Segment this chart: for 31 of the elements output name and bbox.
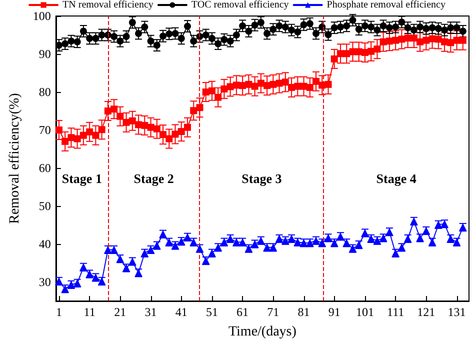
y-tick-label: 70 [38, 123, 51, 137]
annotation: Stage 2 [134, 170, 174, 186]
x-tick-label: 1 [56, 305, 62, 319]
x-tick-label: 91 [328, 305, 340, 319]
x-tick-label: 131 [448, 305, 466, 319]
x-tick-label: 31 [144, 305, 157, 319]
x-tick-label: 61 [236, 305, 249, 319]
x-tick-label: 101 [356, 305, 374, 319]
annotation: Stage 1 [62, 170, 102, 186]
y-tick-label: 80 [38, 85, 51, 99]
x-tick-label: 51 [206, 305, 218, 319]
y-tick-label: 90 [38, 47, 51, 61]
x-axis-title: Time/(days) [228, 324, 297, 340]
x-tick-label: 41 [175, 305, 188, 319]
y-tick-label: 100 [32, 9, 51, 23]
annotation: Stage 3 [242, 170, 282, 186]
x-tick-label: 111 [387, 305, 404, 319]
legend-label: TOC removal efficiency [191, 0, 289, 10]
y-tick-label: 40 [38, 237, 51, 251]
y-tick-label: 30 [38, 275, 51, 289]
annotation: Stage 4 [376, 170, 417, 186]
y-axis-title: Removal efficiency(%) [8, 92, 22, 224]
legend-label: TN removal efficiency [62, 0, 154, 10]
x-tick-label: 11 [84, 305, 96, 319]
x-tick-label: 21 [114, 305, 126, 319]
x-tick-label: 71 [267, 305, 280, 319]
y-tick-label: 60 [38, 161, 51, 175]
y-tick-label: 50 [38, 199, 51, 213]
x-tick-label: 81 [298, 305, 310, 319]
legend-label: Phosphate removal efficiency [326, 0, 446, 10]
x-tick-label: 121 [417, 305, 436, 319]
